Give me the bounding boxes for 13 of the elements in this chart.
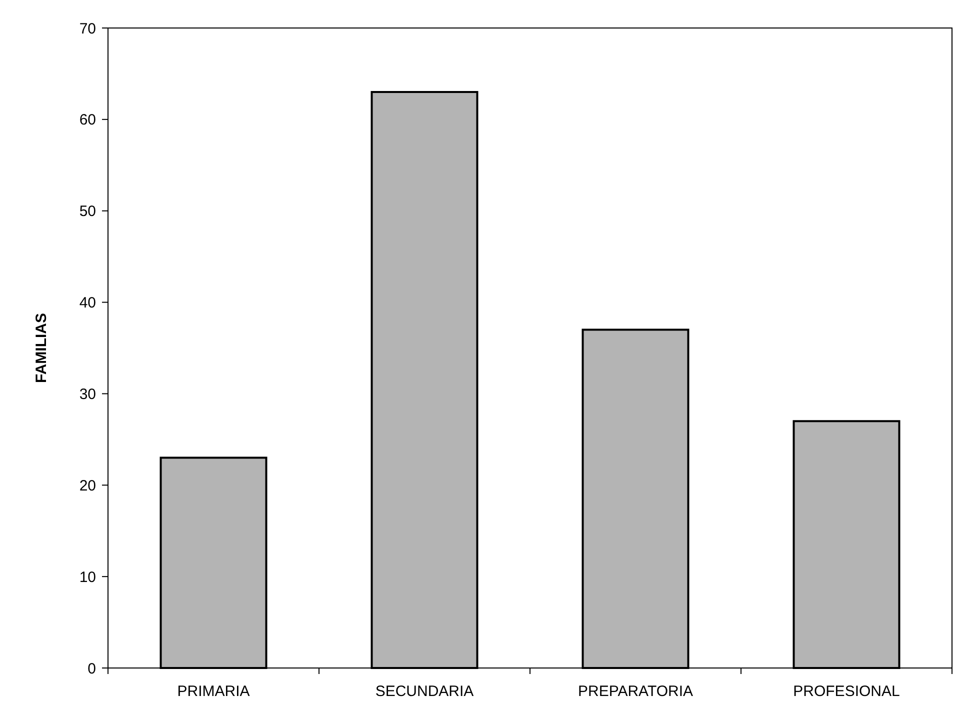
y-tick-label: 40: [79, 294, 96, 312]
y-axis-title: FAMILIAS: [33, 313, 50, 383]
y-tick-label: 60: [79, 112, 96, 129]
y-tick-label: 30: [79, 386, 96, 403]
y-tick-label: 70: [79, 20, 96, 38]
x-tick-label: PROFESIONAL: [793, 683, 900, 700]
y-tick-label: 0: [88, 660, 96, 678]
x-tick-label: PREPARATORIA: [578, 683, 694, 700]
y-tick-label: 10: [79, 568, 96, 586]
y-tick-label: 50: [79, 203, 96, 220]
x-tick-label: PRIMARIA: [177, 683, 250, 700]
y-tick-label: 20: [79, 477, 96, 494]
x-tick-label: SECUNDARIA: [375, 683, 474, 700]
